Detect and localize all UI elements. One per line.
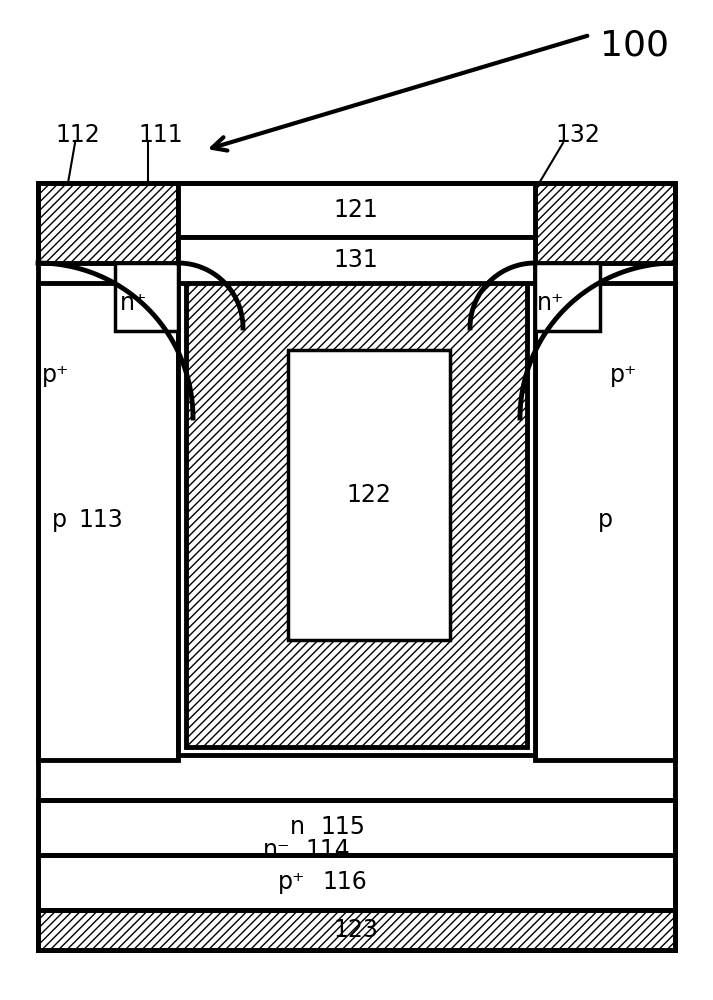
Bar	[115, 263, 178, 331]
Bar	[38, 910, 675, 950]
Bar	[38, 183, 675, 950]
Text: p: p	[52, 508, 67, 532]
Bar	[38, 855, 675, 910]
Bar	[535, 263, 600, 331]
Text: p⁺: p⁺	[42, 363, 69, 387]
Bar	[38, 283, 178, 760]
Bar	[38, 183, 675, 950]
Text: 131: 131	[334, 248, 379, 272]
Bar	[178, 183, 535, 237]
Bar	[288, 350, 450, 640]
Text: n⁺: n⁺	[120, 291, 148, 315]
Text: 115: 115	[320, 815, 365, 839]
Text: 112: 112	[55, 123, 100, 147]
Text: 122: 122	[347, 483, 391, 507]
Text: 116: 116	[322, 870, 366, 894]
Bar	[178, 263, 535, 755]
Text: n⁻: n⁻	[262, 838, 290, 862]
Text: p⁺: p⁺	[277, 870, 305, 894]
Bar	[186, 271, 527, 747]
Text: n⁺: n⁺	[537, 291, 565, 315]
Text: n: n	[290, 815, 305, 839]
Bar	[535, 183, 675, 263]
Text: 123: 123	[334, 918, 379, 942]
Text: p: p	[598, 508, 613, 532]
Text: 111: 111	[138, 123, 183, 147]
Bar	[535, 283, 675, 760]
Text: 114: 114	[305, 838, 350, 862]
Bar	[178, 237, 535, 283]
Text: 100: 100	[600, 28, 669, 62]
Text: 121: 121	[334, 198, 379, 222]
Text: 113: 113	[78, 508, 123, 532]
Text: p⁺: p⁺	[610, 363, 637, 387]
Bar	[38, 183, 178, 263]
Bar	[38, 800, 675, 855]
Bar	[38, 283, 675, 800]
Text: 132: 132	[555, 123, 600, 147]
